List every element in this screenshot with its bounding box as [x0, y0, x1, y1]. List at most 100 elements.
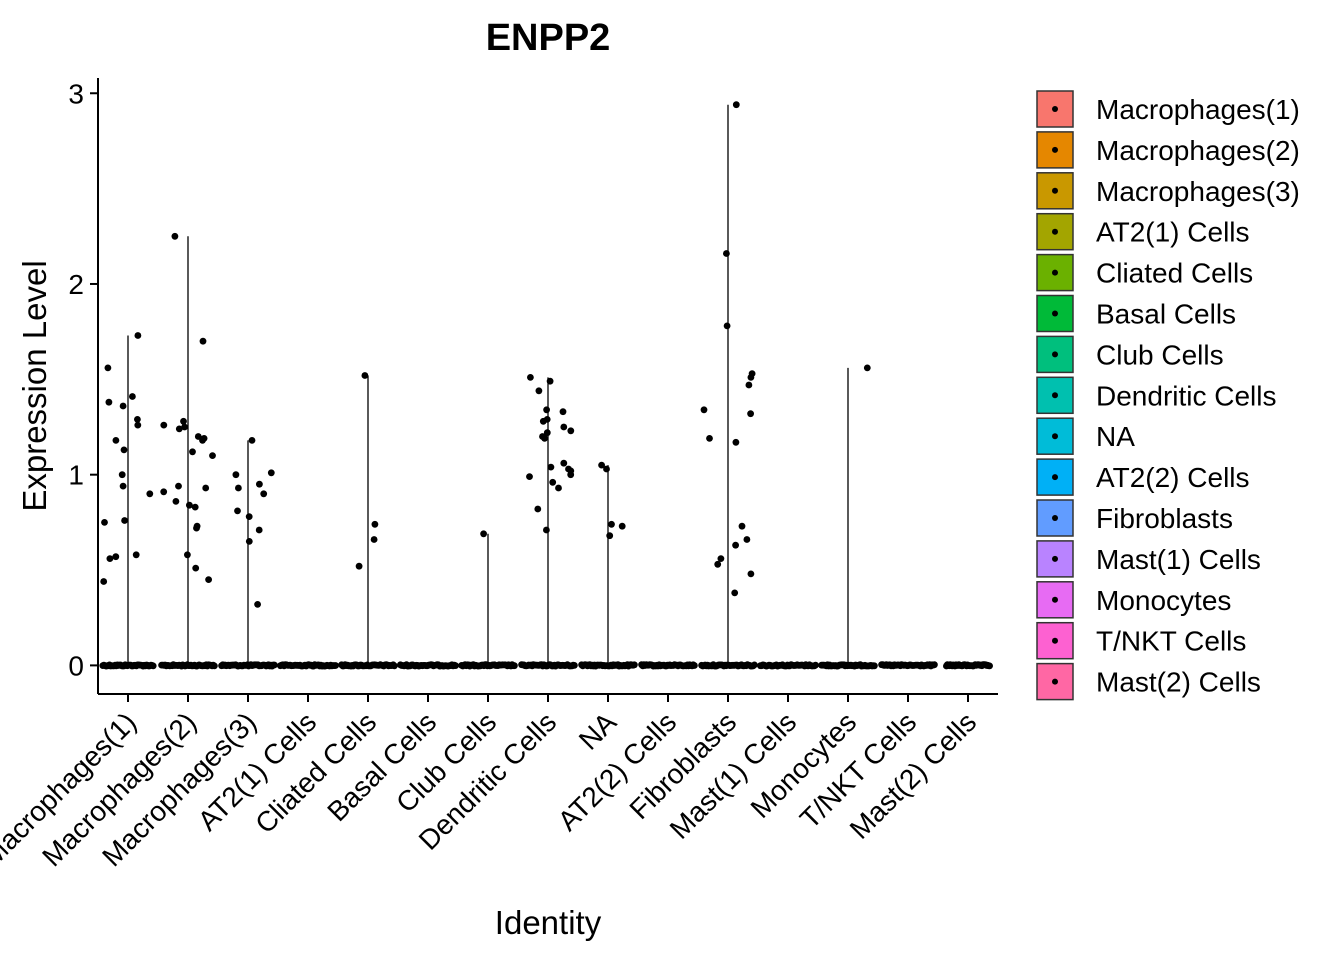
- zero-point: [631, 661, 638, 669]
- data-point: [232, 471, 240, 479]
- legend-dot: [1052, 596, 1058, 603]
- legend-item: Club Cells: [1036, 335, 1224, 374]
- data-point: [723, 322, 731, 330]
- legend-dot: [1052, 269, 1058, 276]
- data-point: [118, 471, 126, 479]
- data-point: [119, 402, 127, 410]
- legend-item: AT2(2) Cells: [1036, 458, 1250, 496]
- data-point: [543, 406, 550, 414]
- data-point: [175, 482, 182, 490]
- legend-label: Mast(1) Cells: [1096, 544, 1261, 575]
- y-axis-title: Expression Level: [16, 260, 53, 511]
- data-point: [717, 555, 725, 562]
- legend-label: Monocytes: [1096, 585, 1231, 616]
- data-point: [747, 570, 755, 578]
- data-point: [171, 232, 179, 240]
- data-point: [732, 438, 740, 446]
- data-point: [209, 452, 216, 459]
- data-point: [160, 488, 168, 496]
- data-point: [134, 421, 142, 429]
- data-point: [132, 551, 140, 559]
- data-point: [193, 524, 200, 532]
- data-point: [732, 101, 740, 109]
- y-tick-label: 3: [68, 78, 84, 109]
- legend-item: T/NKT Cells: [1036, 621, 1246, 660]
- data-point: [134, 332, 142, 339]
- legend-label: Dendritic Cells: [1096, 380, 1277, 411]
- data-point: [199, 337, 207, 345]
- y-tick-label: 1: [68, 460, 84, 491]
- legend-dot: [1052, 433, 1058, 440]
- legend-item: AT2(1) Cells: [1036, 212, 1250, 251]
- data-point: [539, 417, 547, 425]
- legend-item: NA: [1036, 417, 1135, 455]
- zero-point: [391, 662, 398, 670]
- data-point: [731, 589, 739, 597]
- data-point: [598, 461, 605, 469]
- data-point: [700, 406, 708, 414]
- data-point: [543, 526, 550, 534]
- x-axis-title: Identity: [495, 904, 602, 941]
- data-point: [535, 387, 543, 395]
- data-point: [567, 427, 575, 435]
- data-point: [119, 482, 127, 490]
- data-point: [603, 465, 610, 473]
- legend-dot: [1052, 555, 1058, 562]
- data-point: [559, 408, 567, 416]
- data-point: [547, 463, 555, 471]
- legend-dot: [1052, 310, 1058, 317]
- data-point: [560, 459, 568, 467]
- data-point: [370, 536, 378, 543]
- legend: Macrophages(1) Macrophages(2) Macrophages(…: [1036, 90, 1300, 701]
- data-point: [608, 520, 615, 528]
- zero-point: [211, 662, 218, 670]
- data-point: [743, 536, 751, 543]
- data-point: [180, 417, 187, 425]
- legend-item: Dendritic Cells: [1036, 376, 1277, 415]
- chart-title: ENPP2: [486, 17, 611, 59]
- legend-item: Macrophages(1): [1036, 90, 1300, 128]
- data-point: [234, 507, 241, 515]
- data-point: [146, 490, 154, 498]
- legend-item: Mast(1) Cells: [1036, 540, 1261, 578]
- legend-dot: [1052, 515, 1058, 521]
- data-point: [186, 501, 193, 509]
- data-point: [199, 437, 206, 444]
- data-point: [255, 526, 263, 534]
- legend-dot: [1052, 146, 1058, 153]
- legend-label: NA: [1096, 421, 1135, 452]
- data-point: [361, 372, 369, 379]
- data-point: [192, 564, 200, 572]
- data-point: [172, 498, 180, 505]
- legend-dot: [1052, 106, 1058, 112]
- data-point: [184, 551, 191, 559]
- data-point: [101, 519, 108, 526]
- zero-point: [691, 662, 698, 669]
- zero-point: [332, 662, 339, 669]
- data-point: [714, 560, 722, 568]
- y-tick-label: 2: [68, 269, 84, 300]
- legend-label: T/NKT Cells: [1096, 626, 1246, 657]
- legend-dot: [1052, 228, 1058, 235]
- y-tick-label: 0: [68, 650, 84, 681]
- legend-swatch: [1036, 376, 1074, 415]
- violins: [127, 104, 849, 666]
- data-point: [745, 381, 753, 389]
- zero-point: [452, 662, 459, 669]
- zero-point: [931, 661, 938, 669]
- data-point: [112, 553, 120, 561]
- x-tick-label: NA: [573, 706, 623, 756]
- data-point: [355, 562, 363, 570]
- zero-point: [751, 661, 758, 669]
- data-point: [121, 517, 128, 524]
- legend-label: Basal Cells: [1096, 299, 1236, 330]
- legend-label: Macrophages(1): [1096, 94, 1300, 125]
- legend-dot: [1052, 392, 1058, 399]
- data-point: [106, 555, 114, 562]
- data-point: [371, 520, 379, 528]
- x-ticks: Macrophages(1)Macrophages(2)Macrophages(…: [0, 694, 982, 872]
- data-point: [863, 364, 871, 372]
- data-point: [567, 471, 575, 479]
- zero-point: [271, 661, 278, 669]
